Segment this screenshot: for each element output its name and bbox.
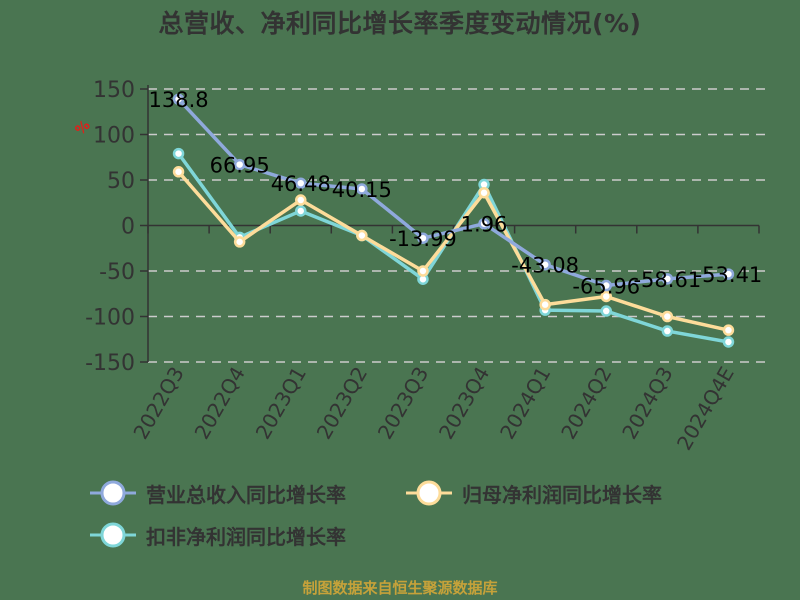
x-tick-label: 2022Q4 — [190, 363, 250, 444]
legend-item-revenue[interactable]: 营业总收入同比增长率 — [88, 478, 346, 508]
data-point[interactable] — [295, 194, 307, 206]
x-tick-label: 2024Q1 — [495, 363, 555, 444]
data-point[interactable] — [356, 183, 368, 195]
x-tick-label: 2024Q3 — [617, 363, 677, 444]
data-point[interactable] — [172, 166, 185, 178]
data-point[interactable] — [600, 305, 612, 317]
legend-marker-icon — [90, 522, 136, 548]
data-label: -13.99 — [389, 227, 457, 251]
legend-label: 归母净利润同比增长率 — [462, 482, 662, 507]
legend-item-deducted-net-profit[interactable]: 扣非净利润同比增长率 — [88, 520, 346, 550]
y-tick-label: -150 — [85, 351, 135, 376]
legend-label: 扣非净利润同比增长率 — [146, 524, 346, 549]
x-tick-label: 2023Q4 — [434, 363, 494, 444]
data-point[interactable] — [661, 273, 674, 285]
data-point[interactable] — [722, 336, 735, 348]
data-label: 46.48 — [271, 172, 331, 196]
y-tick-label: 0 — [121, 215, 135, 240]
x-tick-label: 2022Q3 — [128, 363, 188, 444]
data-point[interactable] — [233, 158, 246, 171]
data-label: -58.61 — [633, 268, 701, 292]
x-tick-label: 2024Q2 — [556, 363, 616, 444]
data-point[interactable] — [295, 177, 307, 189]
data-point[interactable] — [600, 290, 612, 303]
y-tick-label: 150 — [93, 78, 135, 103]
series-lines — [172, 93, 735, 348]
data-label: 1.96 — [461, 213, 508, 237]
data-label: -43.08 — [511, 254, 579, 278]
data-point[interactable] — [539, 298, 551, 311]
data-label: 40.15 — [332, 178, 392, 202]
series-line — [177, 97, 729, 288]
data-point[interactable] — [356, 229, 368, 242]
x-tick-label: 2023Q3 — [373, 363, 433, 444]
data-label: -65.96 — [572, 275, 640, 299]
data-point[interactable] — [722, 268, 735, 280]
legend-marker-icon — [90, 480, 136, 506]
data-point[interactable] — [417, 232, 429, 244]
legend-item-parent-net-profit[interactable]: 归母净利润同比增长率 — [404, 478, 662, 508]
y-tick-label: 50 — [107, 169, 135, 194]
data-point[interactable] — [172, 147, 185, 160]
x-tick-label: 2024Q4E — [672, 363, 739, 455]
data-point[interactable] — [295, 205, 307, 217]
data-point[interactable] — [661, 325, 674, 337]
gridlines — [148, 88, 769, 363]
data-point[interactable] — [661, 310, 674, 323]
data-label: -53.41 — [695, 263, 763, 287]
data-point[interactable] — [478, 217, 490, 230]
source-note: 制图数据来自恒生聚源数据库 — [302, 579, 498, 597]
legend-marker-icon — [406, 480, 452, 506]
data-label: 66.95 — [210, 154, 270, 178]
legend-label: 营业总收入同比增长率 — [146, 482, 346, 507]
data-point[interactable] — [600, 279, 612, 292]
x-tick-label: 2023Q2 — [312, 363, 372, 444]
data-point[interactable] — [172, 93, 185, 105]
y-tick-label: -50 — [99, 260, 135, 285]
data-point[interactable] — [478, 186, 490, 199]
y-tick-label: -100 — [85, 306, 135, 331]
y-tick-label: 100 — [93, 124, 135, 149]
data-point[interactable] — [417, 265, 429, 277]
data-point[interactable] — [539, 258, 551, 271]
data-label: 138.8 — [148, 88, 208, 112]
x-tick-label: 2023Q1 — [251, 363, 311, 444]
chart-title: 总营收、净利同比增长率季度变动情况(%) — [158, 9, 642, 38]
data-point[interactable] — [722, 324, 735, 336]
data-point[interactable] — [233, 236, 246, 248]
